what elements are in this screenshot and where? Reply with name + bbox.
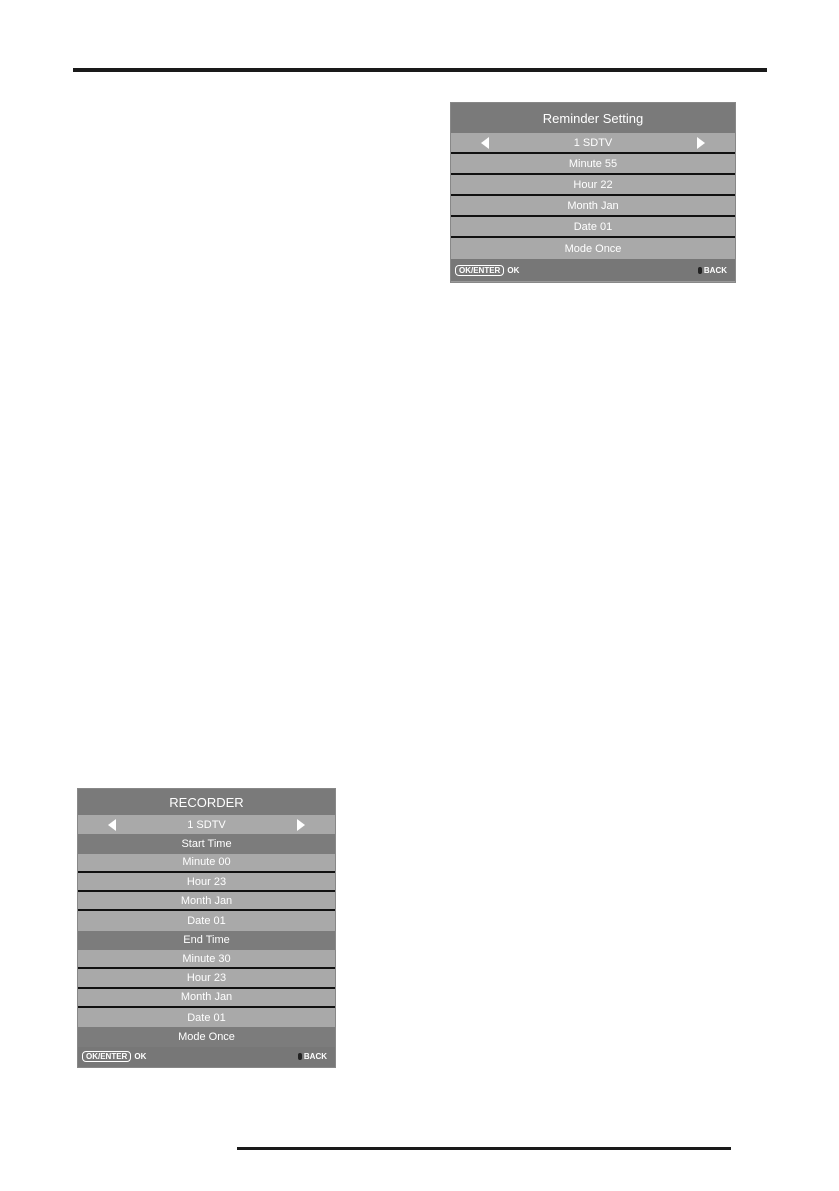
menu-item[interactable]: Hour 23 (78, 969, 335, 989)
menu-item-label: 1 SDTV (187, 818, 226, 831)
menu-item-label: 1 SDTV (573, 136, 613, 149)
reminder-setting-menu: Reminder Setting 1 SDTV Minute 55 Hour 22 Mo… (450, 102, 736, 283)
menu-item-label: Mode Once (564, 242, 622, 255)
ok-enter-key: OK/ENTER (455, 264, 505, 276)
left-arrow-icon[interactable] (108, 818, 116, 831)
menu-item[interactable]: Start Time (78, 834, 335, 854)
menu-item[interactable]: Month Jan (78, 988, 335, 1008)
back-icon (297, 1053, 302, 1061)
menu-item-label: Hour 23 (186, 875, 227, 888)
menu-item-label: Minute 00 (182, 856, 231, 869)
right-arrow-icon[interactable] (297, 818, 305, 831)
menu-footer: OK/ENTER OK BACK (78, 1046, 335, 1067)
channel-selector[interactable]: 1 SDTV (78, 815, 335, 835)
ok-label: OK (134, 1052, 147, 1062)
top-rule (73, 68, 767, 72)
menu-item-label: Date 01 (187, 1011, 226, 1024)
menu-item[interactable]: Hour 23 (78, 872, 335, 893)
ok-label: OK (507, 265, 520, 275)
menu-item-label: Month Jan (180, 894, 233, 907)
menu-title: Reminder Setting (451, 103, 735, 133)
menu-item[interactable]: Minute 00 (78, 853, 335, 873)
back-icon (697, 266, 702, 274)
menu-item[interactable]: End Time (78, 930, 335, 951)
menu-item-label: Minute 30 (182, 952, 231, 965)
menu-item-label: End Time (183, 934, 230, 947)
menu-title: RECORDER (78, 789, 335, 815)
menu-item[interactable]: Hour 22 (451, 175, 735, 196)
right-arrow-icon[interactable] (697, 136, 705, 149)
back-label: BACK (303, 1052, 327, 1062)
menu-item-label: Minute 55 (568, 157, 618, 170)
menu-item-label: Date 01 (573, 220, 613, 233)
back-label: BACK (703, 265, 727, 275)
left-arrow-icon[interactable] (481, 136, 489, 149)
menu-item[interactable]: Mode Once (78, 1027, 335, 1047)
menu-item[interactable]: Mode Once (451, 238, 735, 259)
menu-item-label: Date 01 (187, 915, 226, 928)
menu-item-label: Hour 23 (186, 972, 227, 985)
menu-item-label: Month Jan (180, 991, 233, 1004)
menu-item-label: Hour 22 (573, 178, 613, 191)
menu-item[interactable]: Minute 55 (451, 154, 735, 175)
menu-item-label: Start Time (181, 837, 232, 850)
channel-selector[interactable]: 1 SDTV (451, 133, 735, 154)
menu-item[interactable]: Month Jan (78, 892, 335, 912)
menu-item[interactable]: Date 01 (451, 217, 735, 238)
recorder-menu: RECORDER 1 SDTV Start Time Minute 00 Hour 23… (77, 788, 336, 1068)
menu-item[interactable]: Month Jan (451, 196, 735, 217)
menu-item[interactable]: Date 01 (78, 1007, 335, 1028)
menu-item-label: Month Jan (567, 199, 619, 212)
menu-item-label: Mode Once (178, 1030, 235, 1043)
menu-footer: OK/ENTER OK BACK (451, 259, 735, 281)
menu-item[interactable]: Date 01 (78, 911, 335, 931)
bottom-rule (237, 1147, 731, 1150)
ok-enter-key: OK/ENTER (82, 1051, 132, 1063)
menu-item[interactable]: Minute 30 (78, 950, 335, 970)
